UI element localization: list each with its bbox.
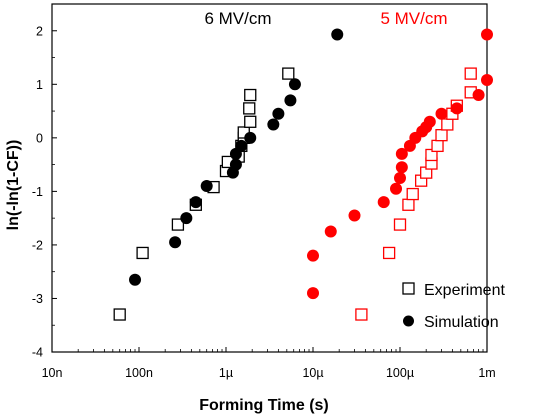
simulation-point: [348, 209, 361, 222]
simulation-point: [272, 107, 285, 120]
simulation-point: [244, 131, 257, 144]
simulation-point: [331, 28, 344, 41]
y-tick-label: 0: [36, 131, 43, 145]
experiment-point: [406, 187, 419, 201]
legend-experiment-marker: [402, 282, 415, 295]
data-series: [113, 28, 493, 321]
simulation-point: [394, 172, 406, 184]
simulation-point: [307, 249, 319, 262]
y-tick-label: 2: [36, 24, 43, 38]
simulation-point: [395, 147, 408, 160]
legend-simulation-label: Simulation: [424, 314, 499, 331]
simulation-point: [189, 196, 202, 209]
simulation-point: [235, 139, 248, 152]
series-open-square: [113, 67, 295, 321]
experiment-point: [431, 139, 444, 153]
simulation-point: [390, 182, 403, 195]
x-tick-label: 1µ: [219, 366, 233, 380]
simulation-point: [180, 212, 193, 225]
y-tick-label: -3: [32, 292, 43, 306]
x-tick-label: 100n: [125, 366, 153, 380]
experiment-point: [393, 218, 407, 231]
experiment-point: [171, 218, 185, 231]
experiment-point: [441, 118, 454, 131]
legend: Experiment Simulation: [402, 282, 505, 331]
simulation-point: [472, 89, 485, 102]
simulation-point: [481, 28, 493, 41]
simulation-point: [450, 102, 463, 115]
experiment-point: [402, 198, 415, 211]
simulation-point: [288, 78, 301, 91]
experiment-point: [113, 308, 126, 321]
experiment-point: [435, 129, 448, 142]
experiment-point: [382, 246, 396, 260]
simulation-point: [435, 107, 448, 120]
simulation-point: [481, 74, 493, 87]
simulation-point: [324, 225, 337, 238]
experiment-point: [464, 67, 477, 80]
experiment-point: [244, 88, 257, 102]
experiment-point: [136, 246, 149, 260]
series-filled-circle: [307, 28, 493, 300]
simulation-point: [129, 273, 142, 286]
experiment-point: [355, 308, 368, 321]
simulation-point: [307, 287, 319, 300]
y-tick-label: -1: [32, 185, 43, 199]
series-filled-circle: [129, 28, 344, 286]
x-axis-title: Forming Time (s): [199, 397, 329, 414]
simulation-point: [423, 115, 436, 128]
plot-frame: [51, 3, 488, 353]
y-tick-label: -4: [32, 346, 43, 360]
x-tick-label: 10µ: [302, 366, 323, 380]
plot-area-border: [51, 3, 488, 353]
legend-experiment-label: Experiment: [424, 282, 505, 299]
y-tick-label: 1: [36, 78, 43, 92]
simulation-point: [395, 161, 408, 174]
y-axis-title: ln(-ln(1-CF)): [5, 140, 22, 231]
simulation-point: [229, 158, 242, 171]
legend-simulation-marker: [403, 315, 414, 327]
simulation-point: [200, 180, 213, 193]
series-open-square: [355, 67, 477, 321]
axis-ticks: 10n 100n 1µ 10µ 100µ 1m -4 -3 -2 -1 0 1 2: [32, 24, 496, 380]
simulation-point: [284, 94, 297, 107]
x-tick-label: 1m: [478, 366, 495, 380]
simulation-point: [267, 118, 280, 131]
simulation-point: [169, 236, 182, 249]
experiment-point: [282, 67, 295, 80]
x-tick-label: 10n: [42, 366, 63, 380]
annotation-6mv: 6 MV/cm: [204, 9, 271, 28]
annotation-5mv: 5 MV/cm: [380, 9, 447, 28]
x-tick-label: 100µ: [386, 366, 414, 380]
experiment-point: [244, 115, 257, 128]
simulation-point: [377, 196, 390, 209]
experiment-point: [243, 102, 256, 115]
y-tick-label: -2: [32, 238, 43, 252]
